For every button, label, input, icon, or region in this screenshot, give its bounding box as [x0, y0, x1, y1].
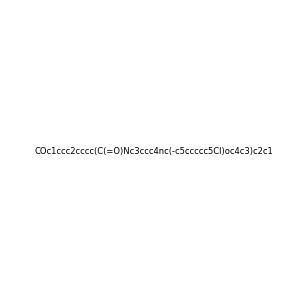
Text: COc1ccc2cccc(C(=O)Nc3ccc4nc(-c5ccccc5Cl)oc4c3)c2c1: COc1ccc2cccc(C(=O)Nc3ccc4nc(-c5ccccc5Cl)… [34, 147, 273, 156]
